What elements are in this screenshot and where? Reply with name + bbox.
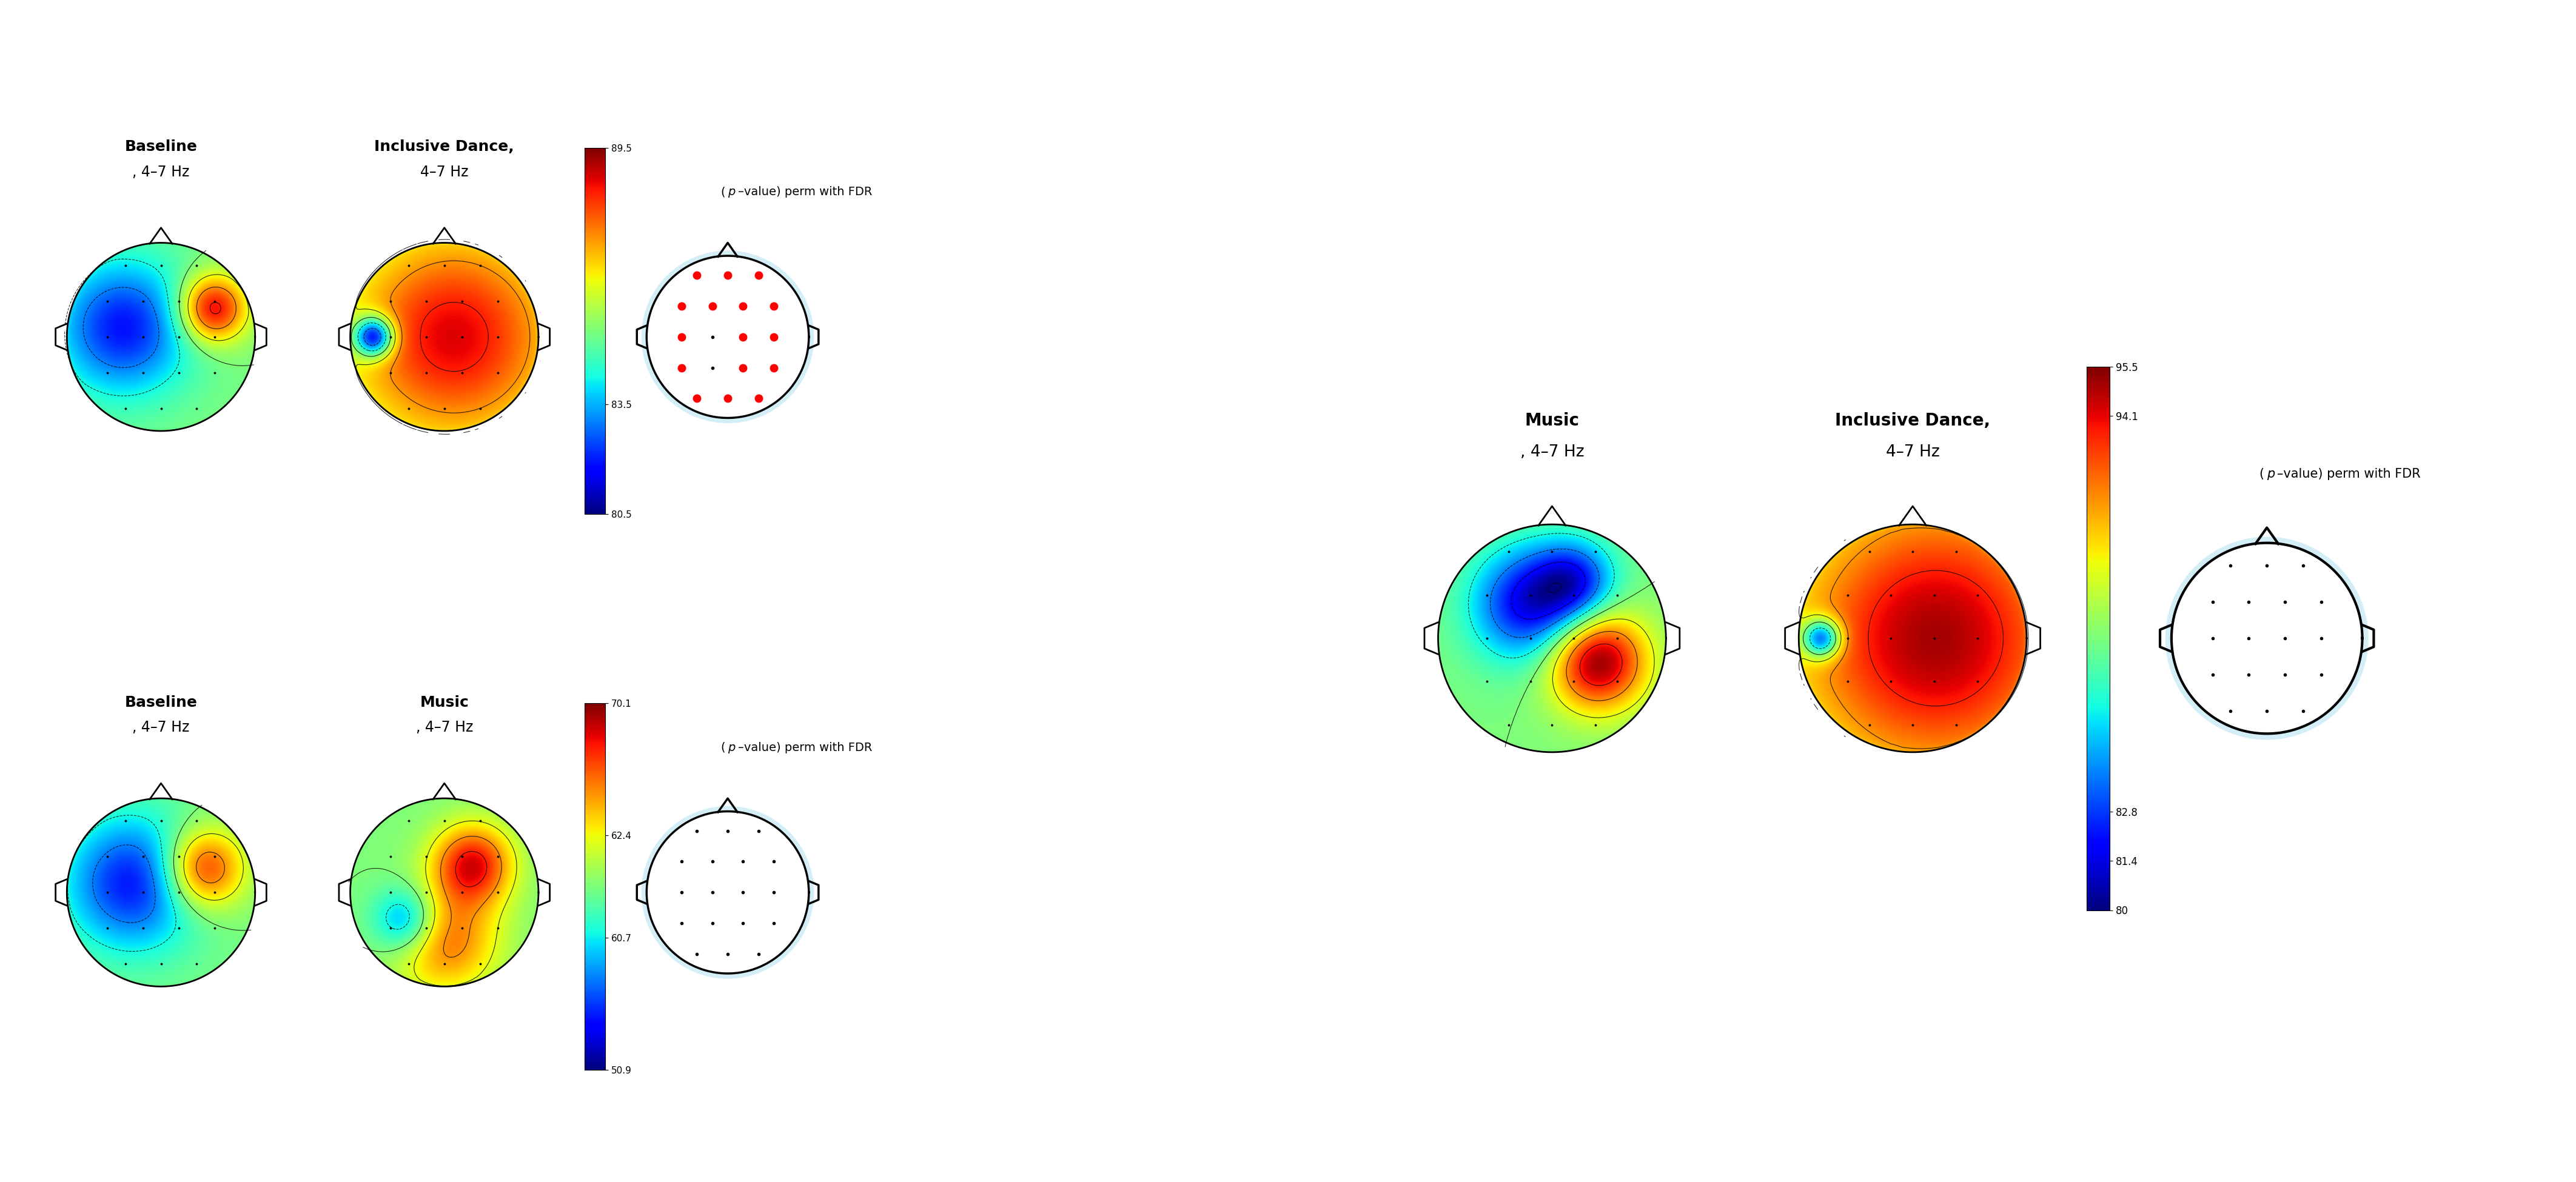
Text: 4–7 Hz: 4–7 Hz [1886,444,1940,460]
Text: Music: Music [420,695,469,709]
Ellipse shape [1793,518,2032,759]
Ellipse shape [641,251,814,423]
Ellipse shape [345,238,544,436]
Polygon shape [0,102,397,572]
Text: (: ( [721,187,726,197]
Text: p: p [726,187,734,197]
Polygon shape [209,102,680,572]
Text: , 4–7 Hz: , 4–7 Hz [131,164,191,180]
Text: (: ( [721,742,726,753]
Text: –value) perm with FDR: –value) perm with FDR [737,742,873,753]
Ellipse shape [62,238,260,436]
Polygon shape [1628,353,2197,923]
Text: Baseline: Baseline [124,695,198,709]
Polygon shape [647,811,809,974]
Text: Inclusive Dance,: Inclusive Dance, [1834,413,1991,429]
Text: –value) perm with FDR: –value) perm with FDR [737,187,873,197]
Text: , 4–7 Hz: , 4–7 Hz [1520,444,1584,460]
Ellipse shape [641,806,814,979]
Text: , 4–7 Hz: , 4–7 Hz [131,720,191,735]
Text: p: p [726,742,734,753]
Polygon shape [1267,353,1837,923]
Ellipse shape [345,793,544,992]
Polygon shape [209,657,680,1128]
Polygon shape [647,255,809,418]
Text: , 4–7 Hz: , 4–7 Hz [415,720,474,735]
Text: p: p [2267,468,2275,480]
Text: Inclusive Dance,: Inclusive Dance, [374,139,515,154]
Text: 4–7 Hz: 4–7 Hz [420,164,469,180]
Text: –value) perm with FDR: –value) perm with FDR [2277,468,2421,480]
Polygon shape [0,657,397,1128]
Polygon shape [2172,543,2362,734]
Ellipse shape [2166,537,2367,740]
Text: Baseline: Baseline [124,139,198,154]
Text: (: ( [2259,468,2267,480]
Text: Music: Music [1525,413,1579,429]
Ellipse shape [62,793,260,992]
Ellipse shape [1432,518,1672,759]
